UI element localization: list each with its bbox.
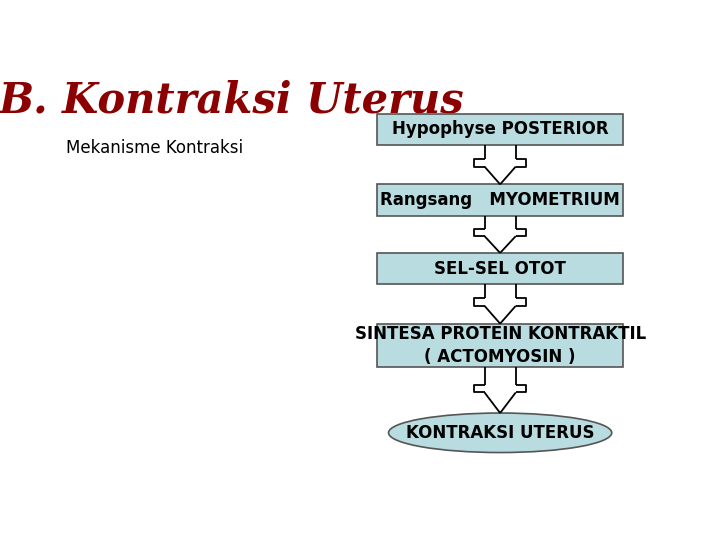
Text: SEL-SEL OTOT: SEL-SEL OTOT: [434, 260, 566, 278]
Text: KONTRAKSI UTERUS: KONTRAKSI UTERUS: [406, 424, 595, 442]
FancyBboxPatch shape: [377, 184, 623, 215]
Text: Mekanisme Kontraksi: Mekanisme Kontraksi: [66, 139, 243, 157]
FancyBboxPatch shape: [377, 113, 623, 145]
Text: B. Kontraksi Uterus: B. Kontraksi Uterus: [0, 79, 465, 121]
FancyBboxPatch shape: [377, 253, 623, 284]
Text: SINTESA PROTEIN KONTRAKTIL
( ACTOMYOSIN ): SINTESA PROTEIN KONTRAKTIL ( ACTOMYOSIN …: [354, 325, 646, 366]
Ellipse shape: [389, 413, 612, 453]
Text: Hypophyse POSTERIOR: Hypophyse POSTERIOR: [392, 120, 608, 138]
Text: Rangsang   MYOMETRIUM: Rangsang MYOMETRIUM: [380, 191, 620, 209]
FancyBboxPatch shape: [377, 323, 623, 367]
